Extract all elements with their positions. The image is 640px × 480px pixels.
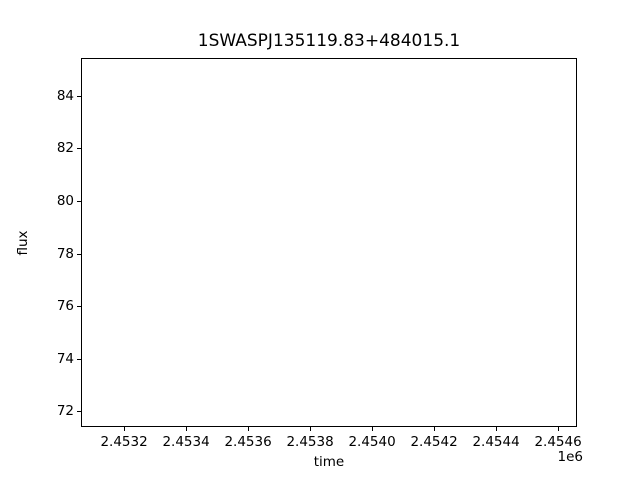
x-tick-label: 2.4544	[472, 434, 520, 450]
y-tick-label: 84	[56, 87, 74, 104]
y-tick-mark	[77, 253, 81, 255]
x-tick-label: 2.4532	[100, 434, 148, 450]
y-tick-mark	[77, 148, 81, 150]
y-tick-label: 76	[56, 298, 74, 315]
x-tick-label: 2.4536	[224, 434, 272, 450]
y-axis-label: flux	[15, 230, 31, 256]
x-tick-label: 2.4538	[286, 434, 334, 450]
x-axis-offset-label: 1e6	[557, 449, 583, 465]
y-tick-mark	[77, 358, 81, 360]
y-tick-mark	[77, 95, 81, 97]
x-tick-mark	[124, 427, 126, 431]
y-tick-label: 80	[56, 193, 74, 210]
x-tick-mark	[310, 427, 312, 431]
y-tick-mark	[77, 306, 81, 308]
y-tick-label: 78	[56, 245, 74, 262]
x-tick-label: 2.4540	[348, 434, 396, 450]
x-tick-mark	[558, 427, 560, 431]
x-tick-mark	[496, 427, 498, 431]
y-tick-label: 74	[56, 350, 74, 367]
x-tick-label: 2.4534	[162, 434, 210, 450]
y-tick-mark	[77, 411, 81, 413]
x-tick-mark	[434, 427, 436, 431]
x-tick-label: 2.4546	[534, 434, 582, 450]
y-tick-mark	[77, 201, 81, 203]
plot-area	[81, 58, 577, 427]
x-tick-mark	[186, 427, 188, 431]
x-tick-mark	[248, 427, 250, 431]
chart-title: 1SWASPJ135119.83+484015.1	[197, 31, 461, 51]
y-tick-label: 72	[56, 403, 74, 420]
x-tick-mark	[372, 427, 374, 431]
x-axis-label: time	[313, 454, 345, 470]
x-tick-label: 2.4542	[410, 434, 458, 450]
y-tick-label: 82	[56, 140, 74, 157]
